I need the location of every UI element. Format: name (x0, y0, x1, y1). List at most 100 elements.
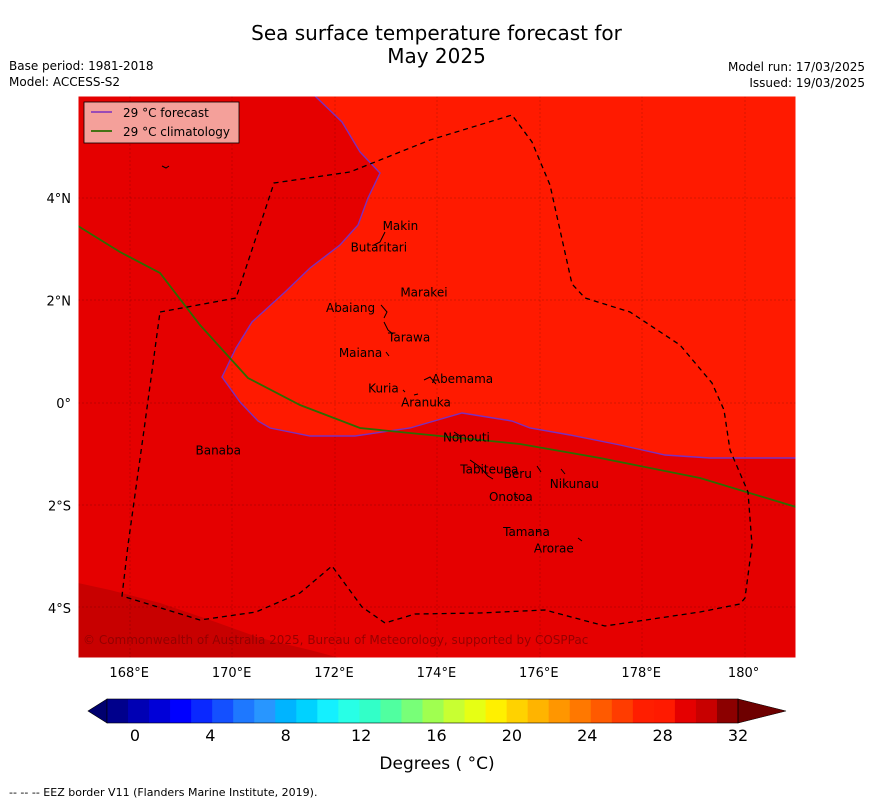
island-label: Maiana (339, 346, 382, 360)
island-labels: Makin Butaritari Marakei Abaiang Tarawa Maian… (195, 219, 598, 556)
colorbar-segment (170, 699, 192, 723)
colorbar-segment (422, 699, 445, 723)
island-label: Abaiang (326, 301, 375, 315)
colorbar-tick-label: 4 (205, 726, 215, 745)
climatology-contour (78, 225, 796, 508)
island-label: Banaba (195, 444, 241, 458)
meta-right: Model run: 17/03/2025 Issued: 19/03/2025 (728, 59, 865, 91)
island-label: Nonouti (443, 430, 490, 444)
copyright-notice: © Commonwealth of Australia 2025, Bureau… (83, 633, 588, 647)
x-tick-label: 172°E (314, 666, 354, 681)
colorbar-tick-label: 24 (577, 726, 597, 745)
legend: 29 °C forecast 29 °C climatology (83, 101, 240, 144)
x-tick-label: 174°E (417, 666, 457, 681)
island-label: Beru (504, 467, 532, 481)
colorbar-segment (233, 699, 255, 723)
colorbar-segment (569, 699, 592, 723)
sst-field-30 (222, 96, 796, 458)
y-tick-label: 4°N (47, 192, 72, 207)
colorbar-tick-label: 12 (351, 726, 371, 745)
island-label: Abemama (432, 372, 493, 386)
colorbar-tick-label: 32 (728, 726, 748, 745)
colorbar-segment (632, 699, 655, 723)
colorbar-segment (674, 699, 697, 723)
island-label: Tabiteuea (459, 463, 518, 477)
colorbar-tick-label: 28 (652, 726, 672, 745)
island-label: Makin (383, 219, 419, 233)
island-shapes (161, 165, 583, 542)
meta-left: Base period: 1981-2018 Model: ACCESS-S2 (9, 58, 154, 90)
y-axis-ticks: 4°N 2°N 0° 2°S 4°S (47, 192, 72, 617)
island-label: Nikunau (550, 477, 599, 491)
forecast-contour (221, 96, 796, 459)
colorbar-segment (527, 699, 550, 723)
colorbar-tick-label: 0 (130, 726, 140, 745)
x-tick-label: 168°E (109, 666, 149, 681)
title-line-2: May 2025 (387, 44, 486, 68)
colorbar-segment (296, 699, 318, 723)
y-tick-label: 4°S (48, 602, 71, 617)
grid-lines (78, 96, 796, 658)
colorbar-tick-label: 20 (502, 726, 522, 745)
colorbar-segment (317, 699, 339, 723)
chart-title: Sea surface temperature forecast for May… (0, 22, 873, 68)
y-tick-label: 0° (56, 397, 71, 412)
colorbar-segment (485, 699, 508, 723)
colorbar-segment (695, 699, 718, 723)
colorbar-segment (359, 699, 381, 723)
colorbar-segment (380, 699, 402, 723)
colorbar-segment (128, 699, 150, 723)
island-label: Onotoa (489, 490, 533, 504)
colorbar-low-arrow (87, 698, 108, 724)
colorbar-segment (590, 699, 613, 723)
x-axis-ticks: 168°E 170°E 172°E 174°E 176°E 178°E 180° (109, 666, 759, 681)
x-tick-label: 176°E (519, 666, 559, 681)
island-label: Tarawa (387, 330, 430, 344)
colorbar-segment (275, 699, 297, 723)
colorbar-segment (149, 699, 171, 723)
colorbar-segment (716, 699, 739, 723)
island-label: Marakei (400, 286, 447, 300)
legend-forecast-label: 29 °C forecast (123, 106, 209, 120)
x-tick-label: 170°E (212, 666, 252, 681)
legend-climatology-label: 29 °C climatology (123, 125, 230, 139)
island-label: Kuria (368, 382, 399, 396)
issued-date: Issued: 19/03/2025 (749, 76, 865, 90)
colorbar-frame (106, 698, 739, 724)
colorbar-segment (653, 699, 676, 723)
x-tick-label: 178°E (621, 666, 661, 681)
colorbar-ticks: 0 4 8 12 16 20 24 28 32 (130, 726, 748, 745)
colorbar-segment (464, 699, 487, 723)
y-tick-label: 2°N (47, 295, 72, 310)
colorbar-segment (611, 699, 634, 723)
colorbar-segment (401, 699, 423, 723)
colorbar-segment (443, 699, 466, 723)
island-label: Butaritari (351, 240, 408, 254)
colorbar-segment (548, 699, 571, 723)
y-tick-label: 2°S (48, 499, 71, 514)
colorbar-segment (338, 699, 360, 723)
x-tick-label: 180° (728, 666, 759, 681)
colorbar-high-arrow (737, 698, 787, 724)
colorbar-segment (191, 699, 213, 723)
island-label: Arorae (534, 542, 574, 556)
island-label: Tamana (502, 525, 550, 539)
eez-border (121, 114, 753, 627)
colorbar-segment (212, 699, 234, 723)
sst-field-28 (78, 583, 340, 658)
island-label: Aranuka (401, 395, 451, 409)
colorbar-segment (254, 699, 276, 723)
colorbar-label: Degrees ( °C) (379, 754, 494, 774)
plot-frame (77, 95, 797, 659)
model-run: Model run: 17/03/2025 (727, 60, 865, 74)
base-period: Base period: 1981-2018 (9, 59, 154, 73)
colorbar-segment (107, 699, 129, 723)
colorbar (87, 698, 787, 724)
title-line-1: Sea surface temperature forecast for (251, 21, 622, 45)
eez-footnote: -- -- -- EEZ border V11 (Flanders Marine… (9, 786, 318, 799)
colorbar-tick-label: 8 (281, 726, 291, 745)
colorbar-segment (506, 699, 529, 723)
colorbar-tick-label: 16 (426, 726, 446, 745)
model-name: Model: ACCESS-S2 (9, 75, 121, 89)
